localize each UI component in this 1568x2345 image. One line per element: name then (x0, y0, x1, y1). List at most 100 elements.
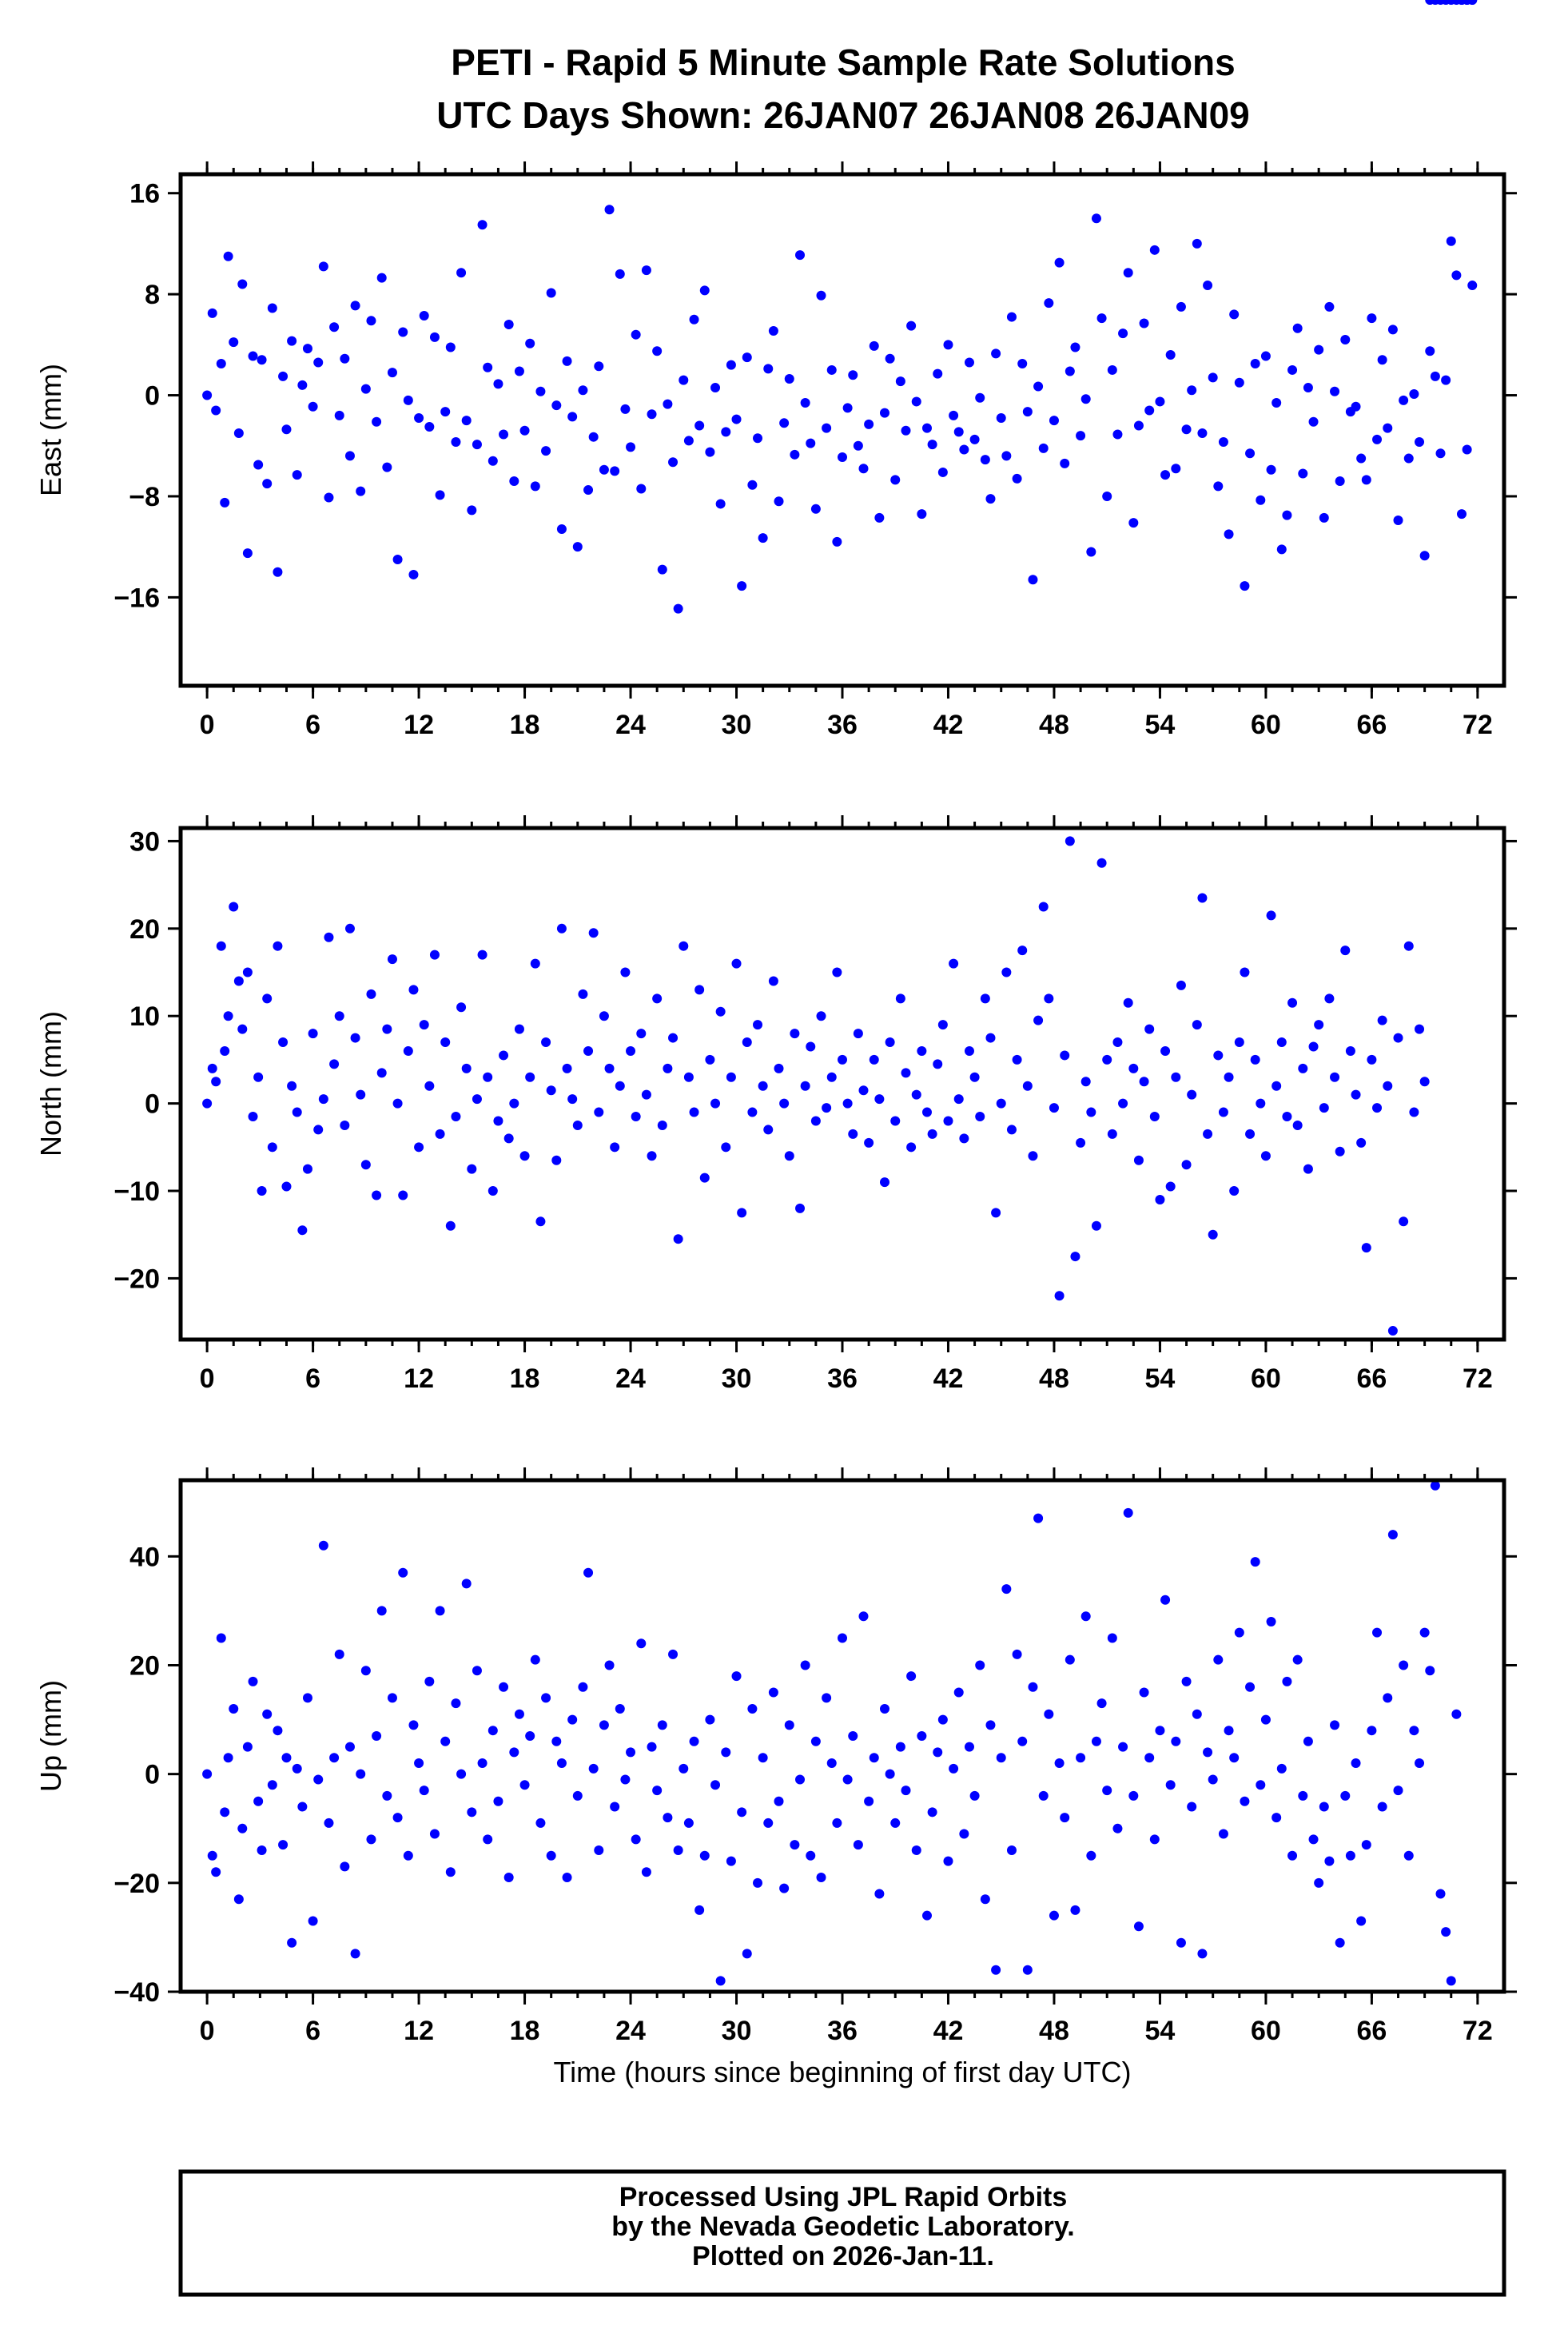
up-data-point (1415, 1758, 1425, 1769)
up-data-point (1218, 1829, 1228, 1839)
east-data-point (890, 475, 901, 485)
east-data-point (477, 220, 488, 230)
north-data-point (1112, 1037, 1123, 1048)
east-data-point (737, 581, 747, 591)
up-data-point (1319, 1802, 1329, 1812)
east-data-point (980, 455, 990, 465)
east-data-point (1266, 464, 1276, 475)
north-data-point (403, 1045, 413, 1056)
up-x-tick-label: 48 (1039, 2016, 1069, 2046)
north-x-tick-label: 6 (305, 1364, 320, 1394)
east-data-point (933, 368, 943, 379)
up-data-point (207, 1850, 217, 1861)
up-data-point (763, 1817, 774, 1828)
up-data-point (257, 1845, 267, 1855)
up-data-point (1340, 1790, 1351, 1801)
north-data-point (360, 1160, 371, 1170)
north-data-point (1287, 997, 1298, 1008)
up-data-point (324, 1817, 334, 1828)
north-data-point (921, 1107, 932, 1117)
up-data-point (784, 1720, 794, 1730)
north-data-point (943, 1116, 953, 1126)
east-data-point (663, 399, 673, 409)
up-data-point (360, 1666, 371, 1676)
east-data-point (499, 429, 509, 440)
up-data-point (1208, 1774, 1218, 1785)
east-data-point (927, 440, 937, 450)
north-data-point (895, 993, 905, 1004)
north-data-point (927, 1129, 937, 1139)
up-data-point (921, 1910, 932, 1921)
up-data-point (1224, 1726, 1234, 1736)
east-data-point (1430, 371, 1440, 381)
east-data-point (959, 444, 969, 455)
up-x-tick-label: 30 (722, 2016, 752, 2046)
north-data-point (313, 1125, 324, 1135)
up-data-point (683, 1817, 694, 1828)
north-data-point (499, 1050, 509, 1061)
east-data-point (216, 359, 226, 369)
north-data-point (1086, 1107, 1096, 1117)
up-data-point (1165, 1780, 1176, 1790)
east-x-tick-label: 30 (722, 710, 752, 740)
up-y-tick-label: 20 (129, 1650, 160, 1681)
east-y-tick-label: 16 (129, 179, 160, 209)
east-data-point (822, 423, 832, 433)
east-data-point (1340, 335, 1351, 345)
north-data-point (885, 1037, 895, 1048)
up-data-point (1393, 1786, 1403, 1796)
up-data-point (604, 1660, 615, 1670)
east-data-point (1292, 323, 1303, 333)
north-data-point (308, 1029, 318, 1039)
north-data-point (1171, 1072, 1181, 1082)
north-data-point (472, 1094, 482, 1105)
north-data-point (1038, 902, 1049, 912)
north-data-point (953, 1094, 964, 1105)
up-data-point (1076, 1753, 1086, 1763)
north-data-point (663, 1063, 673, 1073)
up-data-point (1080, 1611, 1091, 1622)
east-x-tick-label: 48 (1039, 710, 1069, 740)
footer-box: Processed Using JPL Rapid Orbits by the … (178, 2169, 1506, 2297)
east-data-point (1367, 313, 1377, 324)
north-data-point (1054, 1291, 1065, 1301)
north-data-point (1049, 1103, 1059, 1113)
east-data-point (853, 440, 863, 451)
up-data-point (292, 1763, 302, 1774)
up-data-point (832, 1817, 842, 1828)
north-data-point (1165, 1181, 1176, 1192)
east-x-tick-label: 36 (827, 710, 858, 740)
up-data-point (1367, 1726, 1377, 1736)
up-data-point (1446, 1976, 1456, 1986)
east-data-point (1165, 349, 1176, 360)
north-data-point (1208, 1229, 1218, 1240)
north-data-point (356, 1089, 366, 1100)
north-x-tick-label: 36 (827, 1364, 858, 1394)
up-data-point (440, 1736, 451, 1746)
east-data-point (398, 327, 408, 337)
north-data-point (858, 1085, 869, 1096)
north-data-point (467, 1164, 477, 1174)
east-data-point (917, 509, 927, 520)
north-data-point (262, 993, 273, 1004)
east-data-point (1006, 312, 1017, 322)
north-data-point (699, 1172, 710, 1183)
up-data-point (1017, 1736, 1028, 1746)
up-data-point (1276, 1763, 1287, 1774)
north-data-point (445, 1220, 456, 1231)
north-data-point (1387, 1326, 1398, 1336)
east-data-point (705, 447, 715, 457)
east-data-point (848, 370, 858, 380)
north-data-point (1415, 1024, 1425, 1034)
up-data-point (340, 1861, 350, 1872)
up-data-point (344, 1742, 355, 1752)
north-data-point (329, 1059, 340, 1069)
east-data-point (424, 422, 435, 432)
up-data-point (356, 1769, 366, 1779)
up-data-point (1176, 1937, 1186, 1948)
north-x-tick-label: 48 (1039, 1364, 1069, 1394)
east-data-point (726, 360, 736, 370)
up-data-point (1282, 1676, 1292, 1686)
north-data-point (906, 1142, 917, 1153)
up-data-point (1229, 1753, 1240, 1763)
